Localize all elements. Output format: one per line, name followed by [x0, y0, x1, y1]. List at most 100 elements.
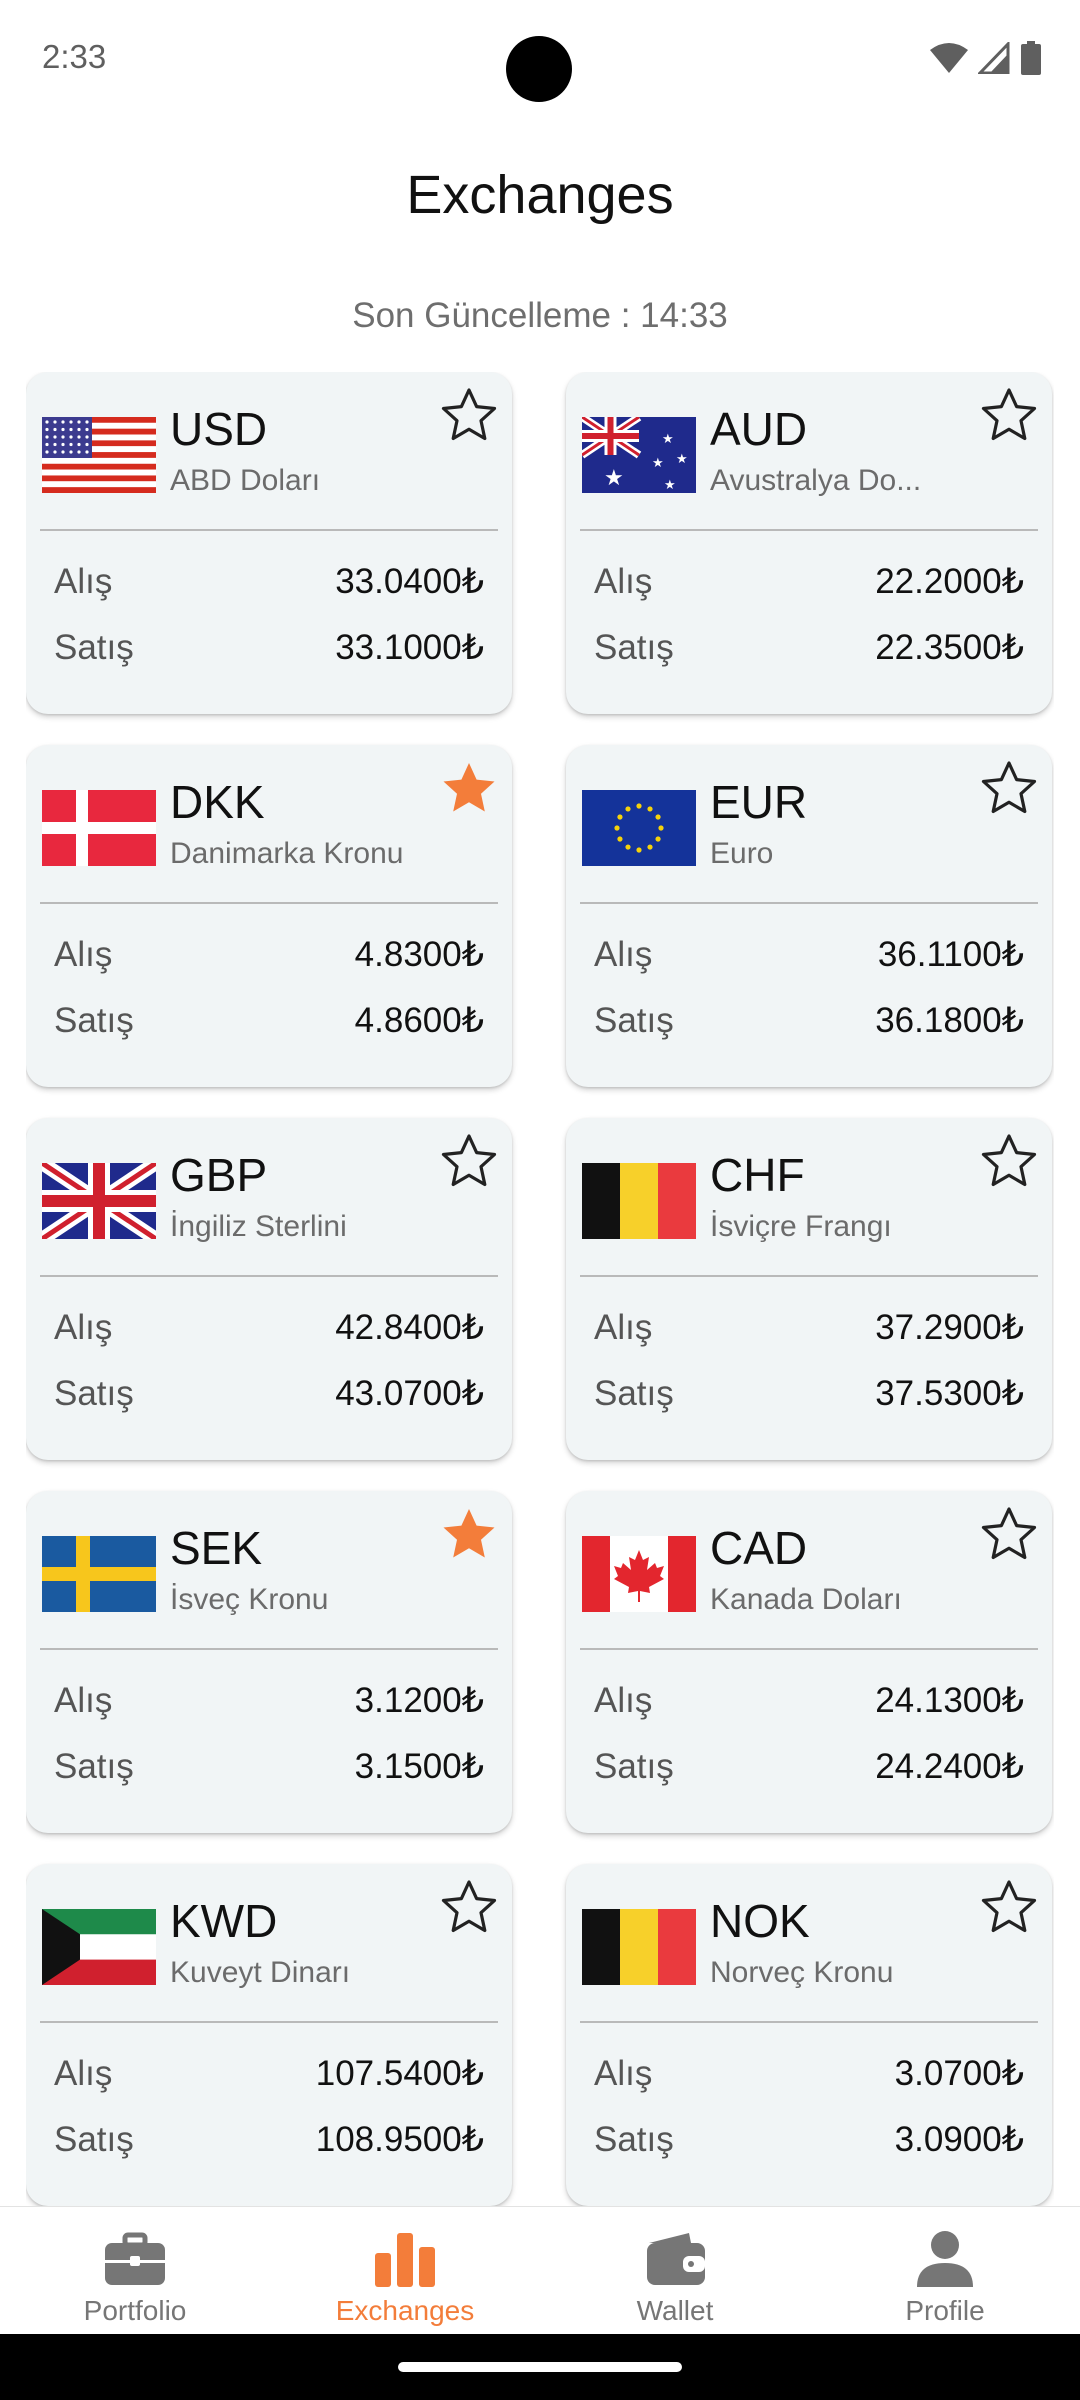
svg-text:★: ★	[664, 478, 676, 493]
nav-item-profile[interactable]: Profile	[810, 2207, 1080, 2335]
currency-card-nok[interactable]: NOK Norveç Kronu Alış 3.0700₺ Satış 3.09…	[566, 1864, 1052, 2206]
last-update-text: Son Güncelleme : 14:33	[352, 296, 728, 335]
currency-code: SEK	[170, 1522, 263, 1574]
buy-value: 107.5400₺	[315, 2054, 484, 2093]
cell-signal-icon	[978, 42, 1010, 74]
favorite-star-icon[interactable]	[440, 1132, 498, 1190]
favorite-star-filled-icon[interactable]	[440, 759, 498, 817]
buy-value: 3.0700₺	[894, 2054, 1024, 2093]
sell-value: 3.0900₺	[894, 2120, 1024, 2159]
currency-card-dkk[interactable]: DKK Danimarka Kronu Alış 4.8300₺ Satış 4…	[26, 745, 512, 1087]
favorite-star-icon[interactable]	[980, 1132, 1038, 1190]
se-flag	[42, 1536, 156, 1612]
currency-name: Euro	[710, 837, 774, 870]
buy-label: Alış	[54, 1308, 113, 1347]
sell-value: 24.2400₺	[875, 1747, 1024, 1786]
favorite-star-icon[interactable]	[980, 759, 1038, 817]
buy-label: Alış	[54, 1681, 113, 1720]
card-divider	[40, 1648, 498, 1650]
currency-name: İsveç Kronu	[170, 1583, 329, 1616]
sell-value: 43.0700₺	[335, 1374, 484, 1413]
be-flag	[582, 1909, 696, 1985]
sell-value: 37.5300₺	[875, 1374, 1024, 1413]
buy-value: 22.2000₺	[875, 562, 1024, 601]
sell-label: Satış	[594, 1374, 674, 1413]
sell-value: 22.3500₺	[875, 628, 1024, 667]
svg-text:★: ★	[652, 456, 664, 471]
currency-code: CHF	[710, 1149, 805, 1201]
eu-flag	[582, 790, 696, 866]
status-icons	[930, 40, 1042, 76]
favorite-star-icon[interactable]	[440, 386, 498, 444]
favorite-star-icon[interactable]	[440, 1878, 498, 1936]
card-divider	[580, 1275, 1038, 1277]
buy-value: 42.8400₺	[335, 1308, 484, 1347]
gb-flag	[42, 1163, 156, 1239]
bottom-navigation: Portfolio Exchanges Wallet Profile	[0, 2206, 1080, 2335]
currency-card-eur[interactable]: EUR Euro Alış 36.1100₺ Satış 36.1800₺	[566, 745, 1052, 1087]
sell-label: Satış	[54, 1001, 134, 1040]
nav-label: Portfolio	[83, 2295, 187, 2326]
favorite-star-icon[interactable]	[980, 386, 1038, 444]
currency-card-usd[interactable]: USD ABD Doları Alış 33.0400₺ Satış 33.10…	[26, 372, 512, 714]
sell-value: 3.1500₺	[354, 1747, 484, 1786]
card-divider	[580, 902, 1038, 904]
card-divider	[580, 529, 1038, 531]
sell-label: Satış	[54, 1747, 134, 1786]
currency-card-aud[interactable]: ★ ★ ★ ★ ★ AUD Avustralya Do... Alış 22.2…	[566, 372, 1052, 714]
app-bar: Exchanges	[0, 120, 1080, 270]
nav-label: Wallet	[636, 2295, 714, 2326]
kw-flag	[42, 1909, 156, 1985]
home-gesture-pill[interactable]	[398, 2362, 682, 2372]
svg-text:★: ★	[662, 432, 674, 447]
nav-label: Exchanges	[335, 2295, 475, 2326]
currency-card-chf[interactable]: CHF İsviçre Frangı Alış 37.2900₺ Satış 3…	[566, 1118, 1052, 1460]
sell-value: 36.1800₺	[875, 1001, 1024, 1040]
currency-name: ABD Doları	[170, 464, 321, 497]
au-flag: ★ ★ ★ ★ ★	[582, 417, 696, 493]
status-bar: 2:33	[0, 0, 1080, 120]
buy-label: Alış	[54, 2054, 113, 2093]
briefcase-icon	[103, 2227, 167, 2291]
battery-icon	[1021, 41, 1041, 75]
favorite-star-icon[interactable]	[980, 1505, 1038, 1563]
sell-value: 108.9500₺	[315, 2120, 484, 2159]
currency-code: KWD	[170, 1895, 278, 1947]
dk-flag	[42, 790, 156, 866]
card-divider	[40, 529, 498, 531]
buy-label: Alış	[594, 1681, 653, 1720]
favorite-star-filled-icon[interactable]	[440, 1505, 498, 1563]
buy-label: Alış	[54, 935, 113, 974]
camera-cutout	[506, 36, 572, 102]
card-divider	[40, 1275, 498, 1277]
buy-value: 37.2900₺	[875, 1308, 1024, 1347]
currency-name: Kuveyt Dinarı	[170, 1956, 351, 1989]
nav-item-wallet[interactable]: Wallet	[540, 2207, 810, 2335]
buy-label: Alış	[594, 1308, 653, 1347]
nav-item-exchanges[interactable]: Exchanges	[270, 2207, 540, 2335]
currency-code: EUR	[710, 776, 808, 828]
currency-card-gbp[interactable]: GBP İngiliz Sterlini Alış 42.8400₺ Satış…	[26, 1118, 512, 1460]
favorite-star-icon[interactable]	[980, 1878, 1038, 1936]
ca-flag	[582, 1536, 696, 1612]
status-time: 2:33	[42, 38, 107, 75]
card-divider	[40, 902, 498, 904]
sell-label: Satış	[594, 1001, 674, 1040]
currency-code: DKK	[170, 776, 265, 828]
sell-label: Satış	[594, 1747, 674, 1786]
currency-name: İsviçre Frangı	[710, 1210, 892, 1243]
card-divider	[40, 2021, 498, 2023]
page-title: Exchanges	[406, 165, 674, 225]
currency-grid[interactable]: USD ABD Doları Alış 33.0400₺ Satış 33.10…	[26, 372, 1054, 2206]
sell-value: 33.1000₺	[335, 628, 484, 667]
currency-card-kwd[interactable]: KWD Kuveyt Dinarı Alış 107.5400₺ Satış 1…	[26, 1864, 512, 2206]
card-divider	[580, 2021, 1038, 2023]
nav-item-portfolio[interactable]: Portfolio	[0, 2207, 270, 2335]
currency-card-sek[interactable]: SEK İsveç Kronu Alış 3.1200₺ Satış 3.150…	[26, 1491, 512, 1833]
wifi-icon	[930, 43, 968, 73]
sell-label: Satış	[594, 2120, 674, 2159]
buy-value: 3.1200₺	[354, 1681, 484, 1720]
currency-card-cad[interactable]: CAD Kanada Doları Alış 24.1300₺ Satış 24…	[566, 1491, 1052, 1833]
buy-label: Alış	[594, 562, 653, 601]
buy-value: 36.1100₺	[877, 935, 1024, 974]
